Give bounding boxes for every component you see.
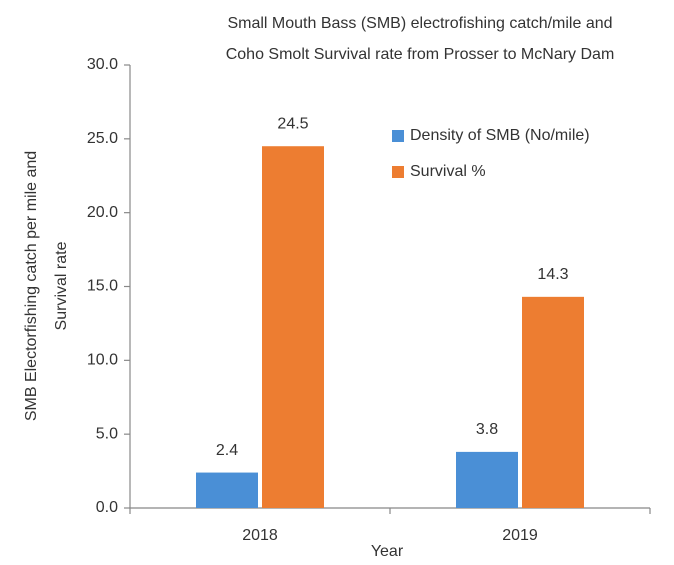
y-tick-label: 20.0	[87, 204, 118, 221]
bar	[456, 451, 518, 508]
y-tick-label: 25.0	[87, 130, 118, 147]
y-axis-label: SMB Electorfishing catch per mile and	[23, 151, 40, 421]
bar	[262, 146, 324, 508]
y-tick-label: 5.0	[96, 425, 118, 442]
legend-label: Survival %	[410, 163, 486, 180]
data-label: 24.5	[277, 115, 308, 132]
x-tick-label: 2018	[242, 527, 278, 544]
bar	[196, 472, 258, 508]
chart-title: Coho Smolt Survival rate from Prosser to…	[226, 46, 615, 63]
y-tick-label: 30.0	[87, 56, 118, 73]
x-axis-label: Year	[371, 543, 404, 560]
y-tick-label: 10.0	[87, 352, 118, 369]
data-label: 3.8	[476, 421, 498, 438]
x-tick-label: 2019	[502, 527, 538, 544]
y-tick-label: 15.0	[87, 278, 118, 295]
chart-title: Small Mouth Bass (SMB) electrofishing ca…	[227, 15, 612, 32]
legend-label: Density of SMB (No/mile)	[410, 127, 590, 144]
legend-swatch	[392, 166, 404, 178]
y-axis-label: Survival rate	[53, 241, 70, 330]
data-label: 14.3	[537, 266, 568, 283]
y-tick-label: 0.0	[96, 499, 118, 516]
data-label: 2.4	[216, 442, 238, 459]
bar	[522, 296, 584, 508]
legend-swatch	[392, 130, 404, 142]
